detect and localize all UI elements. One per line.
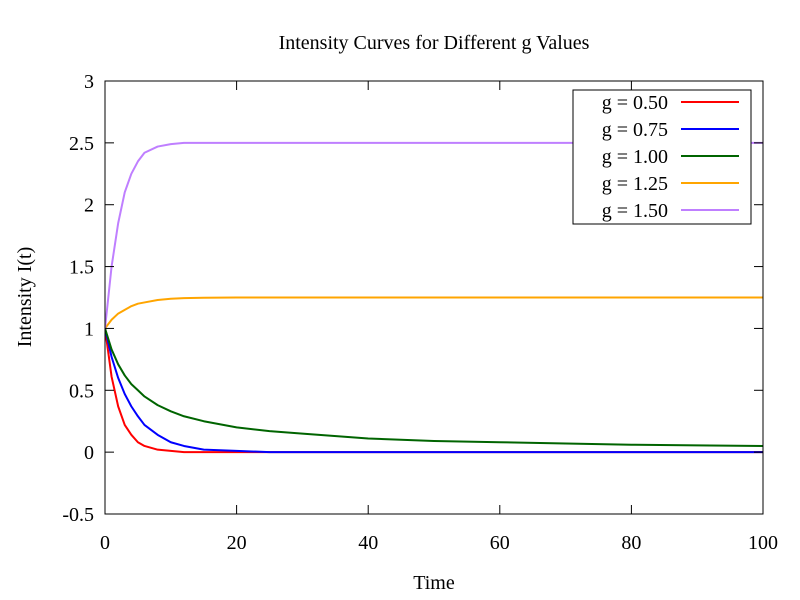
- legend-label-3: g = 1.00: [602, 146, 668, 168]
- series-line-3: [105, 327, 763, 447]
- x-tick-label: 60: [490, 532, 510, 554]
- x-tick-label: 80: [621, 532, 641, 554]
- x-tick-label: 40: [358, 532, 378, 554]
- series-group: [105, 141, 763, 454]
- y-tick-label: 0: [84, 442, 94, 464]
- legend-label-1: g = 0.50: [602, 92, 668, 114]
- x-tick-label: 20: [227, 532, 247, 554]
- y-tick-label: 0.5: [69, 380, 94, 402]
- y-tick-label: 1.5: [69, 257, 94, 279]
- y-axis-title: Intensity I(t): [14, 247, 36, 348]
- y-tick-label: 3: [84, 71, 94, 93]
- y-tick-label: -0.5: [62, 504, 94, 526]
- series-line-4: [105, 296, 763, 330]
- y-tick-label: 1: [84, 318, 94, 340]
- y-tick-label: 2: [84, 195, 94, 217]
- x-axis-title: Time: [413, 572, 455, 594]
- legend-label-5: g = 1.50: [602, 200, 668, 222]
- chart-title: Intensity Curves for Different g Values: [279, 32, 590, 54]
- y-tick-label: 2.5: [69, 133, 94, 155]
- plot-area: 0 20 40 60 80 100-0.500.511.522.53g = 0.50g =…: [62, 71, 778, 554]
- plot-frame: [104, 80, 764, 515]
- series-line-1: [105, 327, 763, 454]
- series-line-5: [105, 141, 763, 330]
- x-tick-label: 0: [100, 532, 110, 554]
- legend-label-4: g = 1.25: [602, 173, 668, 195]
- legend-label-2: g = 0.75: [602, 119, 668, 141]
- legend: g = 0.50 g = 0.75 g = 1.00 g = 1.25 g = 1.50: [572, 89, 752, 225]
- series-line-2: [105, 327, 763, 454]
- x-tick-label: 100: [748, 532, 778, 554]
